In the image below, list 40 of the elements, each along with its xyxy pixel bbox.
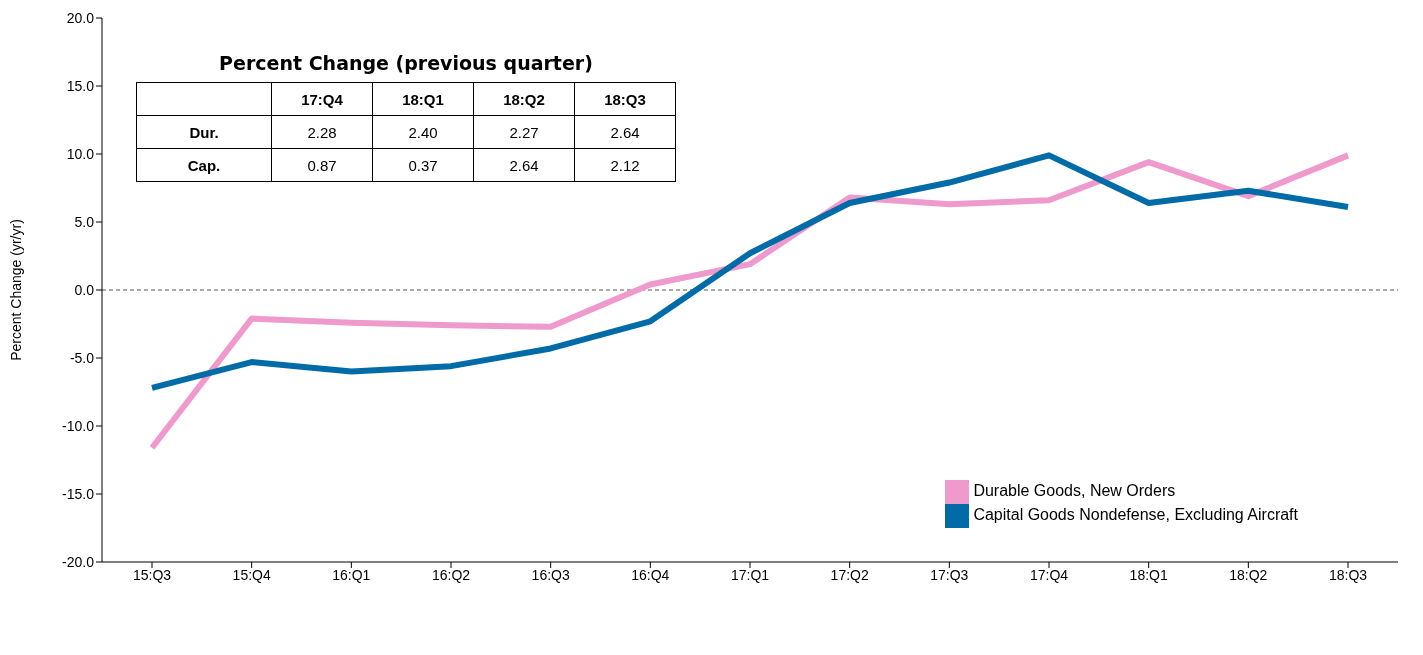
x-tick-label: 17:Q1 <box>730 566 770 583</box>
x-tick-label: 15:Q4 <box>232 566 271 583</box>
category-label: 18:Q1 <box>372 82 474 116</box>
x-tick-label: 16:Q2 <box>431 566 471 583</box>
text: Percent Change (previous quarter) <box>218 52 594 74</box>
y-tick-label: -10.0 <box>62 417 95 434</box>
y-axis-title: Percent Change (yr/yr) <box>7 219 24 361</box>
legend-label: Durable Goods, New Orders <box>973 481 1176 499</box>
y-tick-label: 15.0 <box>66 77 95 94</box>
data-label: 2.27 <box>473 115 575 149</box>
x-tick-label: 18:Q2 <box>1229 566 1268 583</box>
data-label: 2.64 <box>574 115 676 149</box>
data-label: 0.87 <box>271 148 373 182</box>
x-tick-label: 16:Q3 <box>531 566 570 583</box>
category-label: 18:Q2 <box>473 82 575 116</box>
series-label: Dur. <box>136 115 272 149</box>
y-tick-label: 20.0 <box>66 9 95 26</box>
x-tick-label: 16:Q4 <box>631 566 670 583</box>
x-tick-label: 16:Q1 <box>332 566 371 583</box>
category-label: 18:Q3 <box>574 82 676 116</box>
x-tick-label: 18:Q3 <box>1328 566 1368 583</box>
data-label: 2.28 <box>271 115 373 149</box>
text: Cap. <box>136 148 272 182</box>
category-label: 17:Q4 <box>271 82 373 116</box>
data-label: 0.37 <box>372 148 474 182</box>
x-tick-label: 17:Q3 <box>930 566 969 583</box>
y-tick-label: 5.0 <box>74 213 95 230</box>
y-tick-label: -15.0 <box>62 485 95 502</box>
y-tick-label: -5.0 <box>69 349 95 366</box>
data-label: 2.12 <box>574 148 676 182</box>
x-tick-label: 17:Q4 <box>1029 566 1069 583</box>
y-tick-label: -20.0 <box>62 553 95 570</box>
data-label: 2.40 <box>372 115 474 149</box>
y-tick-label: 10.0 <box>66 145 95 162</box>
x-tick-label: 18:Q1 <box>1129 566 1168 583</box>
x-tick-label: 17:Q2 <box>830 566 869 583</box>
y-tick-label: 0.0 <box>74 281 95 298</box>
legend-label: Capital Goods Nondefense, Excluding Aircraft <box>973 505 1298 523</box>
x-tick-label: 15:Q3 <box>132 566 172 583</box>
data-label: 2.64 <box>473 148 575 182</box>
